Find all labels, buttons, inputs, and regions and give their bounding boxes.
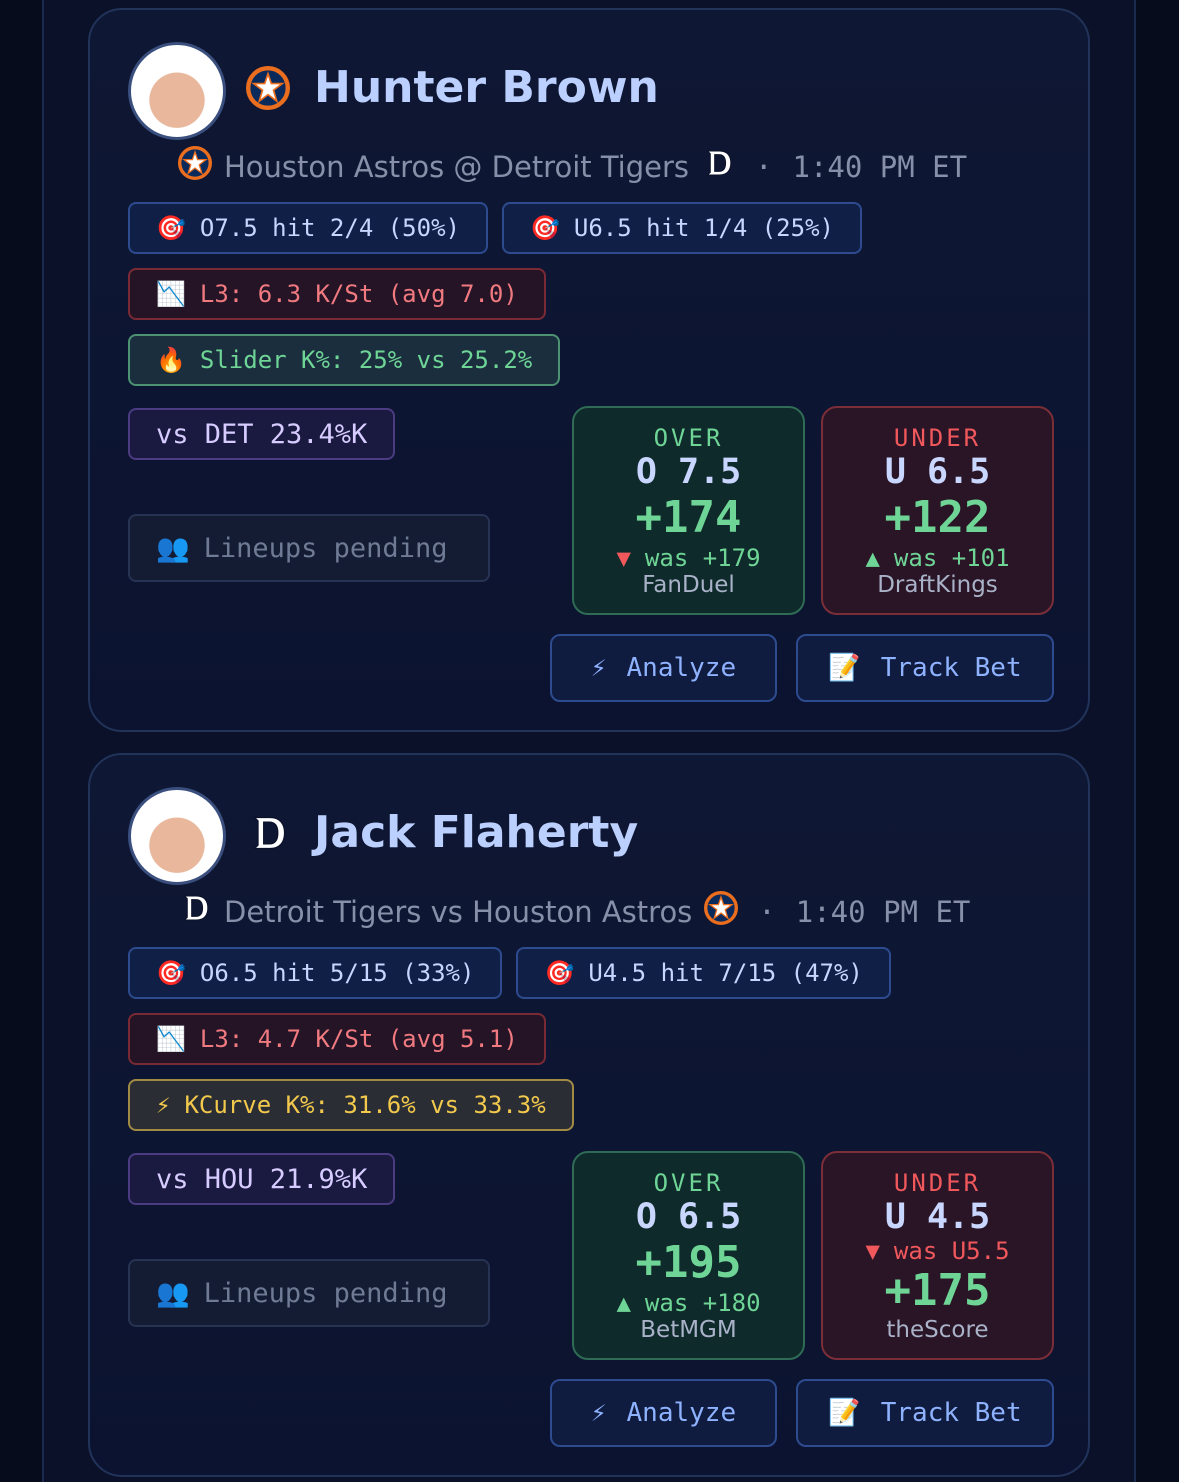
line-movement: ▲ was +101 bbox=[865, 544, 1009, 572]
hit-rate: U4.5 hit 7/15 (47%) bbox=[588, 959, 863, 987]
player-headshot bbox=[128, 42, 226, 140]
pitch-stat: Slider K%: 25% vs 25.2% bbox=[199, 346, 533, 374]
sportsbook: theScore bbox=[886, 1317, 989, 1343]
matchup-line: Detroit Tigers vs Houston Astros · 1:40 PM… bbox=[178, 891, 970, 932]
odds: +174 bbox=[635, 492, 742, 543]
pitch-stat: KCurve K%: 31.6% vs 33.3% bbox=[184, 1091, 546, 1119]
player-headshot bbox=[128, 787, 226, 885]
lineups-status: Lineups pending bbox=[203, 1277, 448, 1309]
line-movement: ▼ was U5.5 bbox=[865, 1237, 1009, 1265]
lineups-badge: 👥 Lineups pending bbox=[128, 514, 490, 582]
matchup-line: Houston Astros @ Detroit Tigers · 1:40 PM … bbox=[178, 146, 967, 187]
icon: ⚡ bbox=[156, 1091, 171, 1119]
trend-badge: 📉 L3: 4.7 K/St (avg 5.1) bbox=[128, 1013, 546, 1065]
icon: 🎯 bbox=[156, 959, 186, 987]
action-button[interactable]: ⚡ Analyze bbox=[550, 634, 777, 702]
matchup: Detroit Tigers vs Houston Astros bbox=[224, 894, 693, 929]
button-label: Analyze bbox=[626, 653, 737, 683]
icon: 📉 bbox=[156, 1025, 186, 1053]
separator: · bbox=[755, 149, 773, 184]
game-time: 1:40 PM ET bbox=[792, 149, 968, 184]
icon: 📝 bbox=[828, 653, 861, 683]
line-movement: ▼ was +179 bbox=[616, 544, 760, 572]
team-logo bbox=[704, 891, 739, 932]
movement-arrow: ▲ bbox=[616, 1289, 631, 1317]
pitch-badge: 🔥 Slider K%: 25% vs 25.2% bbox=[128, 334, 561, 386]
hit-rate-badge: 🎯 U6.5 hit 1/4 (25%) bbox=[501, 202, 862, 254]
odds: +175 bbox=[884, 1265, 991, 1316]
movement-arrow: ▼ bbox=[616, 544, 631, 572]
sportsbook: FanDuel bbox=[642, 572, 735, 598]
pitcher-card: Jack Flaherty Detroit Tigers vs Houston A… bbox=[88, 753, 1090, 1477]
icon: ⚡ bbox=[590, 653, 607, 683]
movement-text: was U5.5 bbox=[893, 1237, 1010, 1265]
movement-arrow: ▲ bbox=[865, 544, 880, 572]
icon: 📝 bbox=[828, 1398, 861, 1428]
sportsbook: BetMGM bbox=[640, 1317, 737, 1343]
team-logo bbox=[246, 811, 290, 859]
hit-rate: U6.5 hit 1/4 (25%) bbox=[573, 214, 834, 242]
lineups-badge: 👥 Lineups pending bbox=[128, 1259, 490, 1327]
game-time: 1:40 PM ET bbox=[795, 894, 971, 929]
opponent-badge: vs HOU 21.9%K bbox=[128, 1153, 396, 1205]
trend: L3: 6.3 K/St (avg 7.0) bbox=[199, 280, 518, 308]
button-label: Track Bet bbox=[880, 653, 1022, 683]
over-box: OVER O 6.5 +195 ▲ was +180 BetMGM bbox=[572, 1151, 805, 1360]
under-box: UNDER U 6.5 +122 ▲ was +101 DraftKings bbox=[821, 406, 1054, 615]
side-label: OVER bbox=[653, 424, 724, 452]
hit-rate-row: 🎯 O6.5 hit 5/15 (33%) 🎯 U4.5 hit 7/15 (47%) bbox=[128, 947, 891, 999]
action-button[interactable]: ⚡ Analyze bbox=[550, 1379, 777, 1447]
opponent-badge: vs DET 23.4%K bbox=[128, 408, 396, 460]
icon: 👥 bbox=[156, 1278, 190, 1309]
icon: 🎯 bbox=[156, 214, 186, 242]
side-label: UNDER bbox=[893, 424, 982, 452]
icon: 🔥 bbox=[156, 346, 186, 374]
movement-arrow: ▼ bbox=[865, 1237, 880, 1265]
button-label: Track Bet bbox=[880, 1398, 1022, 1428]
icon: 🎯 bbox=[529, 214, 560, 242]
hit-rate-badge: 🎯 O6.5 hit 5/15 (33%) bbox=[128, 947, 503, 999]
matchup: Houston Astros @ Detroit Tigers bbox=[224, 149, 690, 184]
action-button[interactable]: 📝 Track Bet bbox=[796, 634, 1054, 702]
prop-line: U 6.5 bbox=[884, 452, 991, 492]
movement-text: was +180 bbox=[644, 1289, 761, 1317]
prop-line: O 7.5 bbox=[635, 452, 742, 492]
button-label: Analyze bbox=[626, 1398, 737, 1428]
team-logo bbox=[701, 146, 735, 187]
team-logo bbox=[246, 66, 290, 114]
separator: · bbox=[758, 894, 776, 929]
prop-line: O 6.5 bbox=[635, 1197, 742, 1237]
pitch-badge: ⚡ KCurve K%: 31.6% vs 33.3% bbox=[128, 1079, 574, 1131]
hit-rate-badge: 🎯 O7.5 hit 2/4 (50%) bbox=[128, 202, 488, 254]
line-movement: ▲ was +180 bbox=[616, 1289, 760, 1317]
action-button[interactable]: 📝 Track Bet bbox=[796, 1379, 1054, 1447]
odds: +122 bbox=[884, 492, 991, 543]
sportsbook: DraftKings bbox=[877, 572, 998, 598]
odds: +195 bbox=[635, 1237, 742, 1288]
lineups-status: Lineups pending bbox=[203, 532, 448, 564]
over-box: OVER O 7.5 +174 ▼ was +179 FanDuel bbox=[572, 406, 805, 615]
pitcher-card: Hunter Brown Houston Astros @ Detroit Tig… bbox=[88, 8, 1090, 732]
pitcher-name: Jack Flaherty bbox=[314, 807, 639, 858]
icon: 📉 bbox=[156, 280, 186, 308]
hit-rate: O6.5 hit 5/15 (33%) bbox=[199, 959, 475, 987]
team-logo bbox=[178, 891, 212, 932]
hit-rate-badge: 🎯 U4.5 hit 7/15 (47%) bbox=[516, 947, 891, 999]
prop-line: U 4.5 bbox=[884, 1197, 991, 1237]
icon: ⚡ bbox=[590, 1398, 607, 1428]
team-logo bbox=[178, 146, 212, 187]
icon: 👥 bbox=[156, 533, 190, 564]
movement-text: was +101 bbox=[893, 544, 1010, 572]
trend-badge: 📉 L3: 6.3 K/St (avg 7.0) bbox=[128, 268, 546, 320]
under-box: UNDER U 4.5 ▼ was U5.5 +175 theScore bbox=[821, 1151, 1054, 1360]
trend: L3: 4.7 K/St (avg 5.1) bbox=[199, 1025, 518, 1053]
side-label: UNDER bbox=[893, 1169, 982, 1197]
hit-rate-row: 🎯 O7.5 hit 2/4 (50%) 🎯 U6.5 hit 1/4 (25%) bbox=[128, 202, 862, 254]
side-label: OVER bbox=[653, 1169, 724, 1197]
hit-rate: O7.5 hit 2/4 (50%) bbox=[199, 214, 460, 242]
pitcher-name: Hunter Brown bbox=[314, 62, 659, 113]
movement-text: was +179 bbox=[644, 544, 761, 572]
icon: 🎯 bbox=[544, 959, 575, 987]
